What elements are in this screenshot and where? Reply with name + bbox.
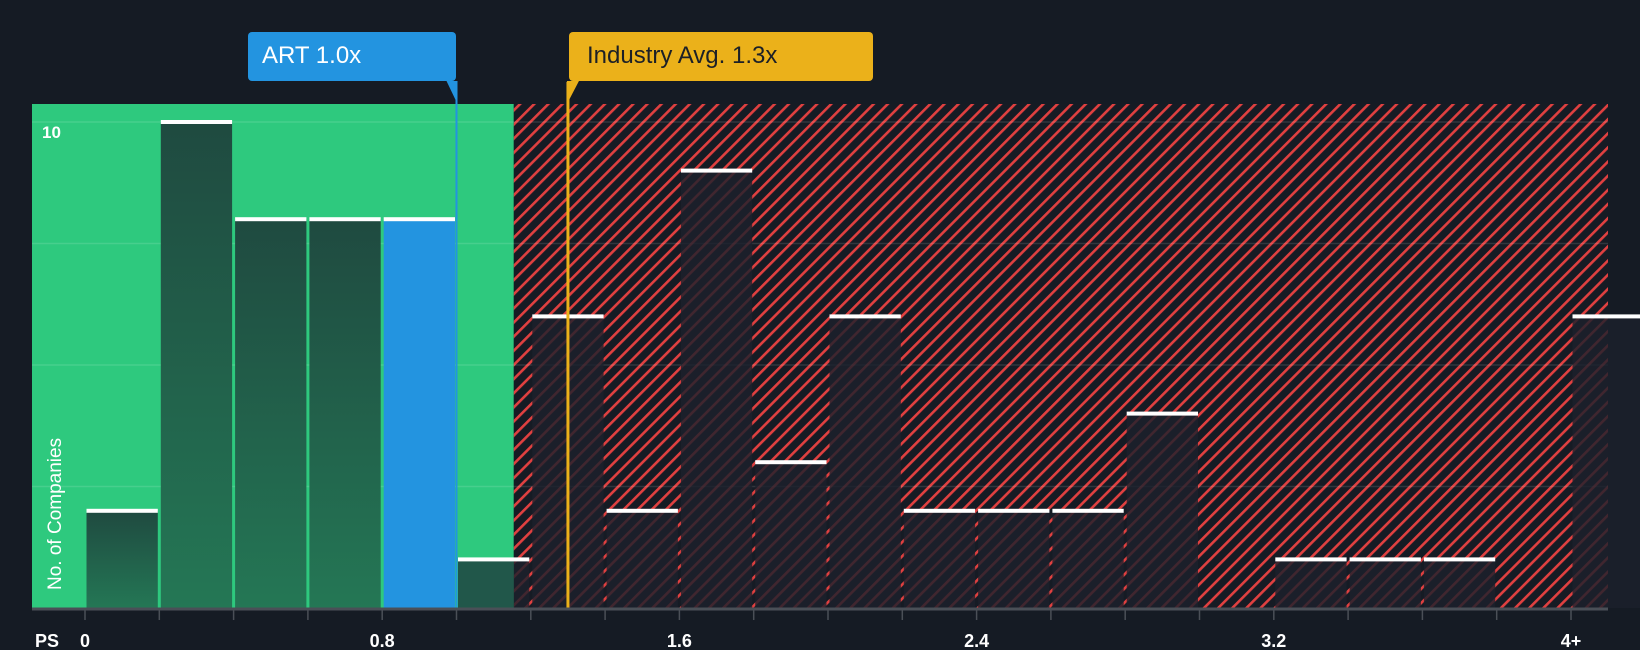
histogram-bar — [680, 170, 753, 608]
bar-top-cap — [1572, 314, 1640, 319]
x-tick-label: 1.6 — [667, 631, 692, 650]
x-tick-label: 0.8 — [370, 631, 395, 650]
industry-marker-pointer — [566, 81, 579, 104]
y-axis-top-label: 10 — [42, 123, 61, 142]
bar-top-cap — [1052, 508, 1124, 513]
company-label: ART 1.0x — [248, 32, 456, 81]
bar-top-cap — [829, 314, 901, 319]
x-axis: 0 0.8 1.6 2.4 3.2 4+ — [32, 607, 1608, 650]
histogram-bar — [1349, 559, 1421, 608]
bar-top-cap — [1423, 557, 1496, 562]
bar-top-cap — [160, 120, 233, 124]
company-label-text: ART 1.0x — [262, 42, 362, 69]
histogram-bar — [86, 510, 158, 608]
histogram-bar — [309, 219, 381, 608]
histogram-bar — [1126, 413, 1198, 608]
bar-top-cap — [680, 168, 753, 173]
industry-avg-label-text: Industry Avg. 1.3x — [587, 42, 778, 69]
x-tick-label: 2.4 — [964, 631, 989, 650]
bar-top-cap — [383, 217, 455, 222]
bar-top-cap — [978, 508, 1050, 513]
histogram-bar — [978, 510, 1050, 608]
histogram-bar — [235, 219, 307, 608]
histogram-bar — [1052, 510, 1124, 608]
bar-top-cap — [309, 217, 381, 222]
histogram-bar — [755, 462, 827, 608]
x-tick-label: 0 — [80, 631, 90, 650]
bar-top-cap — [1349, 557, 1421, 562]
histogram-bar — [1423, 559, 1496, 608]
bar-top-cap — [1126, 411, 1198, 416]
x-axis-label: PS — [35, 631, 59, 650]
bar-top-cap — [235, 217, 307, 222]
histogram-bar — [160, 122, 233, 608]
histogram-bars — [86, 120, 1640, 608]
bar-top-cap — [86, 508, 158, 513]
histogram-bar-overlap — [458, 559, 514, 608]
histogram-bar — [829, 316, 901, 608]
bar-top-cap — [1275, 557, 1347, 562]
histogram-bar — [606, 510, 678, 608]
bar-top-cap — [903, 508, 976, 513]
company-marker-pointer — [446, 81, 458, 104]
histogram-bar — [383, 219, 455, 608]
x-tick-label: 4+ — [1561, 631, 1582, 650]
bar-top-cap — [755, 460, 827, 465]
histogram-bar — [903, 510, 976, 608]
x-tick-label: 3.2 — [1261, 631, 1286, 650]
industry-avg-label: Industry Avg. 1.3x — [569, 32, 873, 81]
annotation-lines — [446, 81, 579, 608]
histogram-bar — [1275, 559, 1347, 608]
histogram-bar — [1572, 316, 1640, 608]
bar-top-cap — [606, 508, 678, 513]
bar-top-cap — [458, 557, 530, 562]
y-axis-label: No. of Companies — [45, 438, 66, 590]
